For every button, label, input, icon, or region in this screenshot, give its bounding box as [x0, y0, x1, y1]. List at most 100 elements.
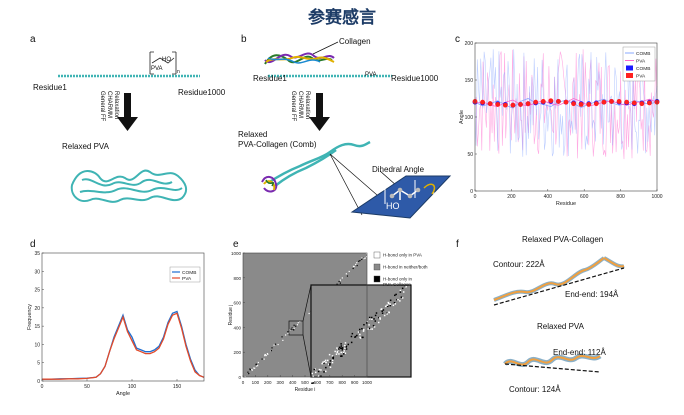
- x-tick-label: 800: [338, 380, 346, 385]
- x-tick-label: 300: [276, 380, 284, 385]
- heatmap-cell: [293, 329, 295, 331]
- inset-cell: [338, 346, 341, 349]
- inset-cell: [394, 303, 397, 305]
- series-pva-point: [540, 99, 546, 104]
- y-tick-label: 150: [465, 78, 474, 84]
- heatmap-cell: [362, 257, 364, 259]
- pva-noise-line: [474, 49, 658, 160]
- zoom-connector: [302, 334, 312, 378]
- inset-cell: [323, 362, 325, 364]
- panel-b-collagen-label: Collagen: [339, 37, 371, 46]
- inset-cell: [354, 336, 356, 338]
- legend-label: H-bond only in: [383, 277, 413, 282]
- x-tick-label: 50: [84, 384, 90, 390]
- heatmap-cell: [291, 327, 293, 329]
- zoom-inset: [310, 284, 412, 378]
- inset-cell: [368, 324, 370, 326]
- series-pva-line: [42, 312, 205, 380]
- inset-cell: [399, 300, 401, 302]
- y-tick-label: 0: [470, 189, 473, 195]
- panel-d-letter: d: [30, 239, 36, 250]
- heatmap-cell: [247, 371, 249, 373]
- inset-cell: [392, 304, 395, 307]
- series-pva-point: [647, 100, 652, 106]
- inset-cell: [367, 328, 369, 330]
- inset-cell: [343, 350, 345, 352]
- panel-b-residue-start: Residue1: [253, 74, 287, 83]
- x-tick-label: 800: [616, 194, 625, 200]
- x-tick-label: 400: [289, 380, 297, 385]
- inset-cell: [345, 345, 348, 347]
- panel-f-top-endend: End-end: 194Å: [565, 290, 619, 299]
- inset-cell: [328, 363, 330, 366]
- panel-a-polymer-label: PVA: [151, 66, 163, 72]
- inset-cell: [370, 316, 373, 319]
- heatmap-cell: [293, 324, 295, 326]
- heatmap-cell: [249, 369, 251, 371]
- inset-cell: [341, 347, 344, 349]
- legend-label: PVA: [636, 73, 646, 79]
- panel-f-top-contour: Contour: 222Å: [493, 260, 545, 269]
- heatmap-cell: [359, 259, 361, 262]
- panel-f-bottom-endend: End-end: 112Å: [553, 348, 606, 357]
- panel-b-polymer-label: PVA: [365, 72, 377, 78]
- inset-cell: [381, 312, 384, 314]
- panel-a-hydroxyl: HO: [162, 57, 171, 63]
- inset-cell: [347, 343, 350, 346]
- x-tick-label: 0: [242, 380, 245, 385]
- heatmap-cell: [267, 353, 269, 355]
- heatmap-cell: [255, 365, 258, 367]
- inset-cell: [340, 351, 342, 354]
- legend-label: COMB: [636, 51, 650, 57]
- inset-cell: [336, 347, 338, 349]
- inset-cell: [381, 310, 383, 312]
- heatmap-cell: [348, 270, 350, 273]
- series-pva-point: [578, 102, 584, 107]
- y-axis-label: Frequency: [27, 304, 33, 330]
- inset-cell: [369, 318, 371, 320]
- inset-cell: [384, 305, 387, 308]
- legend-label: PVA-Collagen: [383, 282, 411, 287]
- inset-cell: [357, 331, 360, 333]
- inset-cell: [379, 318, 382, 320]
- panel-f-bottom-contour: Contour: 124Å: [509, 385, 561, 394]
- inset-cell: [318, 368, 321, 371]
- heatmap-cell: [274, 343, 277, 345]
- heatmap-cell: [293, 327, 295, 329]
- heatmap-cell: [338, 280, 340, 283]
- zoom-connector: [302, 284, 312, 322]
- heatmap-cell: [355, 263, 357, 266]
- legend-swatch: [373, 251, 381, 259]
- panel-a-result: Relaxed PVA: [62, 142, 109, 151]
- inset-cell: [362, 330, 365, 332]
- inset-cell: [323, 371, 325, 373]
- heatmap-cell: [265, 354, 267, 357]
- heatmap-cell: [277, 343, 279, 346]
- chart-d: 0 50 100 150 0 5 10 15 20 25 30 35 Angle Frequency CO…: [27, 251, 205, 397]
- series-pva-point: [533, 99, 539, 105]
- inset-cell: [382, 309, 385, 311]
- x-tick-label: 500: [301, 380, 309, 385]
- inset-cell: [328, 353, 331, 356]
- series-pva-point: [593, 101, 599, 107]
- heatmap-cell: [273, 344, 275, 346]
- x-tick-label: 150: [173, 384, 182, 390]
- inset-cell: [336, 350, 339, 353]
- heatmap-cell: [290, 328, 292, 330]
- y-tick-label: 0: [37, 379, 40, 385]
- inset-cell: [344, 347, 346, 349]
- y-tick-label: 1000: [231, 251, 242, 256]
- inset-cell: [344, 352, 347, 354]
- heatmap-cell: [356, 262, 358, 264]
- inset-cell: [344, 345, 347, 347]
- y-tick-label: 200: [233, 350, 241, 355]
- legend-swatch: [373, 263, 381, 271]
- heatmap-cell: [285, 334, 287, 336]
- inset-cell: [313, 368, 316, 371]
- inset-cell: [361, 336, 363, 339]
- series-pva-point: [518, 102, 523, 107]
- inset-cell: [394, 294, 396, 297]
- heatmap-cell: [341, 277, 343, 279]
- y-tick-label: 400: [233, 325, 241, 330]
